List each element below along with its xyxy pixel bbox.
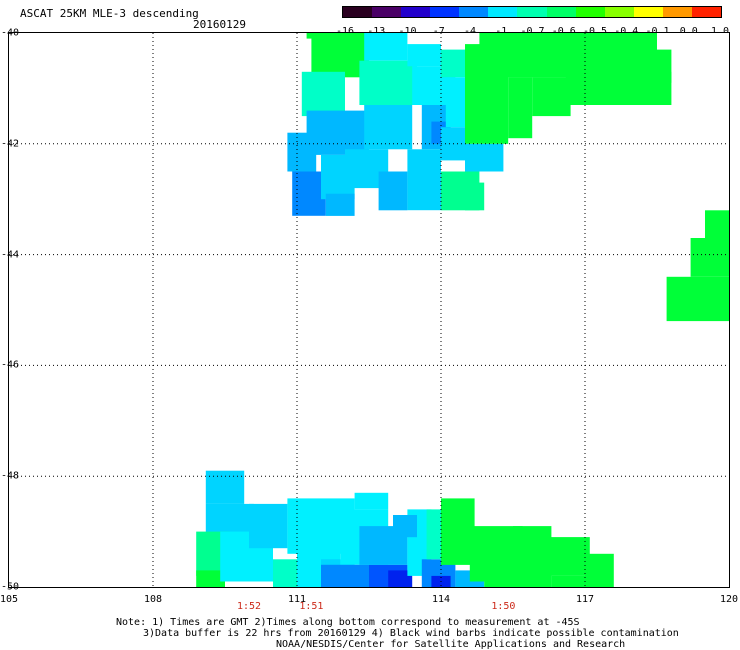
wind-data-cell xyxy=(364,105,413,150)
wind-data-cell xyxy=(388,570,413,587)
wind-data-cell xyxy=(301,71,345,117)
wind-data-cell xyxy=(378,171,408,211)
colorbar-segment xyxy=(691,7,722,17)
note-line-2: 3)Data buffer is 22 hrs from 20160129 4)… xyxy=(143,628,679,639)
colorbar xyxy=(342,6,722,18)
wind-data-cell xyxy=(503,33,585,78)
note-line-1: Note: 1) Times are GMT 2)Times along bot… xyxy=(116,617,580,628)
latitude-tick-label: -40 xyxy=(1,27,20,39)
pass-time-label: 1:50 xyxy=(491,601,516,612)
colorbar-segment xyxy=(401,7,431,17)
wind-data-cell xyxy=(666,276,729,322)
latitude-tick-label: -44 xyxy=(1,249,20,261)
wind-data-cell xyxy=(205,470,245,504)
wind-data-cell xyxy=(407,149,441,211)
wind-data-cell xyxy=(585,553,614,587)
longitude-tick-label: 114 xyxy=(431,594,451,605)
latitude-tick-label: -50 xyxy=(1,581,20,593)
latitude-tick-label: -48 xyxy=(1,470,20,482)
wind-data-cell xyxy=(657,49,672,83)
colorbar-segment xyxy=(372,7,402,17)
wind-data-cell xyxy=(306,110,369,155)
colorbar-segment xyxy=(604,7,634,17)
wind-data-cell xyxy=(484,570,513,587)
latitude-tick-label: -42 xyxy=(1,138,20,150)
wind-data-cell xyxy=(364,33,408,61)
map-title: ASCAT 25KM MLE-3 descending xyxy=(20,7,199,20)
wind-data-cell xyxy=(354,492,389,510)
colorbar-segment xyxy=(343,7,373,17)
wind-data-cell xyxy=(321,564,369,587)
wind-data-cell xyxy=(465,143,504,172)
colorbar-segment xyxy=(662,7,692,17)
wind-data-cell xyxy=(249,503,288,549)
wind-data-cell xyxy=(196,570,225,587)
wind-data-cell xyxy=(292,171,326,216)
wind-data-cell xyxy=(508,77,533,139)
pass-time-label: 1:52 xyxy=(236,601,262,612)
colorbar-segment xyxy=(488,7,518,17)
wind-data-cell xyxy=(393,515,417,538)
wind-data-cell xyxy=(551,575,590,587)
longitude-tick-label: 117 xyxy=(575,594,595,605)
longitude-tick-label: 111 xyxy=(287,594,307,605)
colorbar-segment xyxy=(546,7,576,17)
note-line-3: NOAA/NESDIS/Center for Satellite Applica… xyxy=(276,639,626,650)
wind-data-cell xyxy=(441,49,465,78)
wind-data-cell xyxy=(532,77,571,117)
longitude-tick-label: 108 xyxy=(143,594,163,605)
colorbar-segment xyxy=(517,7,547,17)
colorbar-segment xyxy=(575,7,605,17)
map-canvas xyxy=(9,33,729,587)
longitude-tick-label: 105 xyxy=(0,594,19,605)
wind-data-cell xyxy=(441,498,475,565)
map-date: 20160129 xyxy=(193,18,246,31)
wind-data-cell xyxy=(465,182,485,211)
longitude-tick-label: 120 xyxy=(719,594,739,605)
wind-data-cell xyxy=(690,238,729,277)
colorbar-segment xyxy=(633,7,663,17)
wind-data-cell xyxy=(705,210,729,238)
wind-data-cell xyxy=(465,44,509,144)
wind-data-cell xyxy=(537,537,590,576)
wind-data-cell xyxy=(325,193,355,216)
wind-data-cell xyxy=(407,44,441,67)
map-plot xyxy=(8,32,730,588)
pass-time-label: 1:51 xyxy=(299,601,324,612)
latitude-tick-label: -46 xyxy=(1,359,20,371)
colorbar-segment xyxy=(430,7,460,17)
wind-data-cell xyxy=(359,60,417,105)
colorbar-segment xyxy=(459,7,489,17)
wind-data-cell xyxy=(585,33,657,78)
